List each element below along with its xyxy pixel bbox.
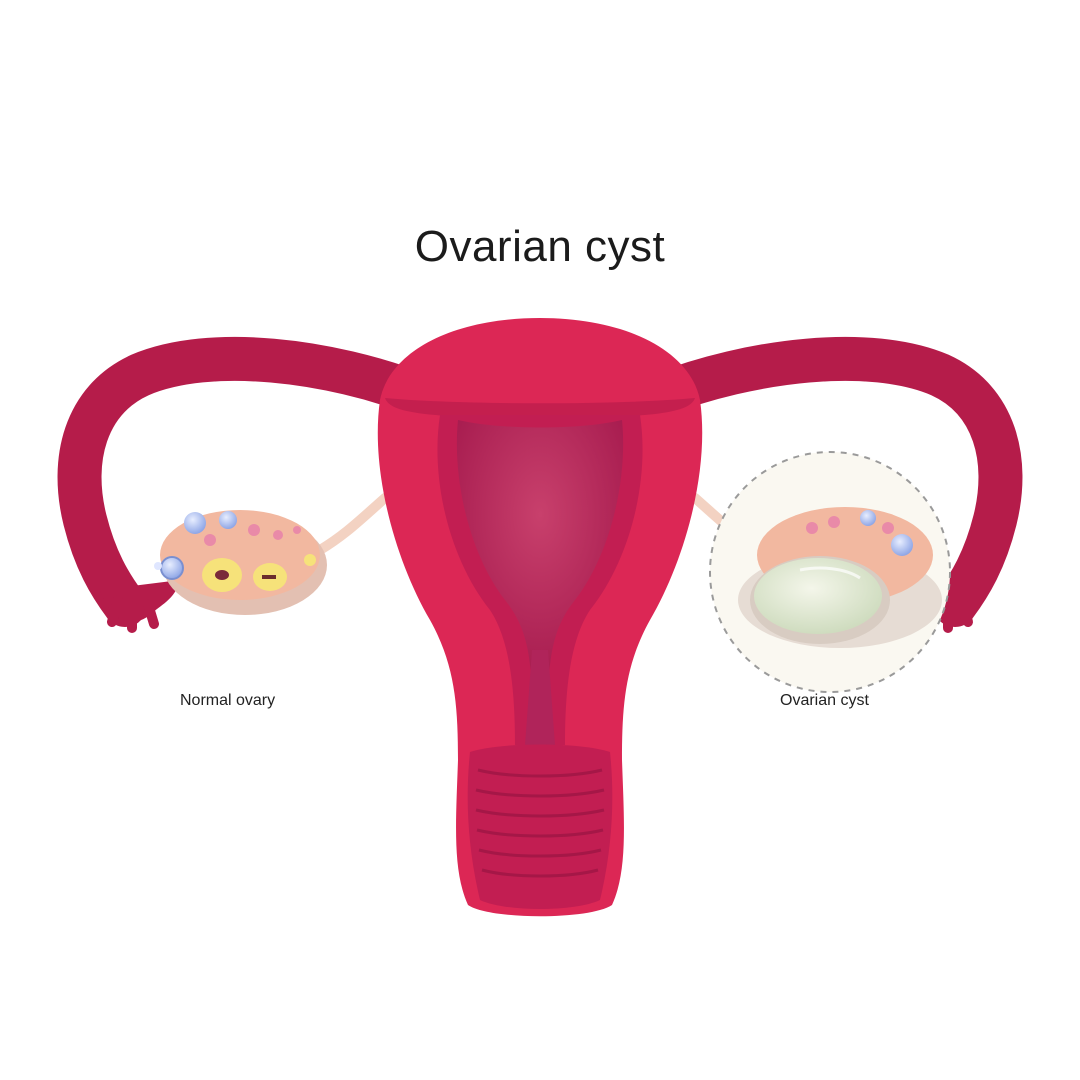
follicle bbox=[891, 534, 913, 556]
follicle bbox=[860, 510, 876, 526]
normal-ovary-label: Normal ovary bbox=[180, 692, 276, 709]
ovarian-cyst-label: Ovarian cyst bbox=[780, 692, 869, 709]
diagram-title: Ovarian cyst bbox=[414, 222, 666, 271]
follicle bbox=[184, 512, 206, 534]
follicle bbox=[219, 511, 237, 529]
ovulating-follicle bbox=[160, 556, 184, 580]
normal-ovary bbox=[154, 510, 327, 615]
left-fallopian-tube bbox=[57, 336, 442, 633]
ovary-with-cyst bbox=[738, 507, 942, 648]
uterus-body bbox=[377, 318, 703, 917]
cyst bbox=[754, 558, 882, 634]
